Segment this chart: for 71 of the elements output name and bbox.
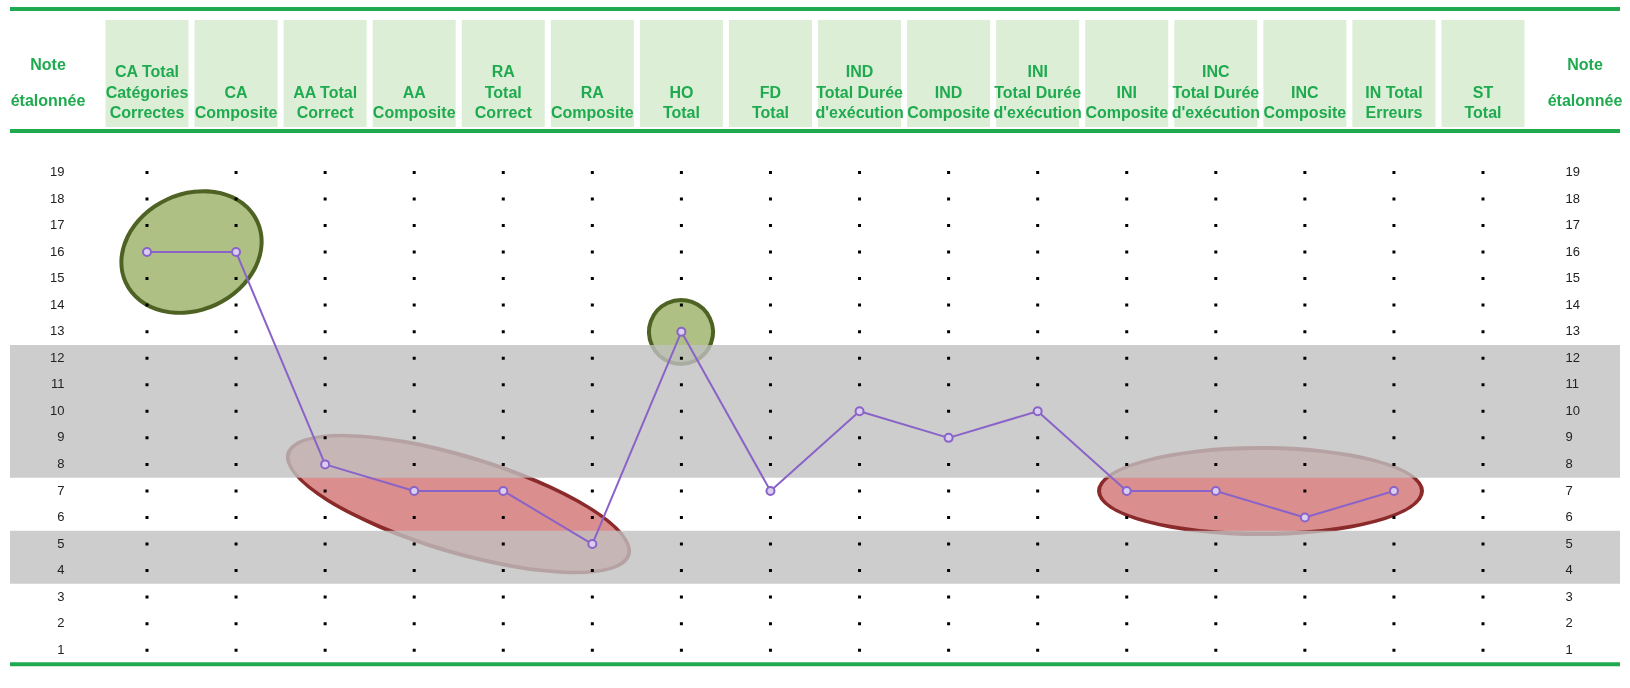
y2-tick-label: 5 (1565, 535, 1573, 551)
point (498, 485, 509, 496)
y2-tick-label: 19 (1565, 163, 1581, 179)
x-tick-label: INC Total Durée d'exécution (1171, 62, 1260, 122)
x-tick-label: RA Composite (551, 83, 634, 122)
x-tick-label: AA Composite (372, 83, 456, 122)
y2-tick-label: 1 (1565, 641, 1573, 657)
x-tick-label: IND Composite (907, 83, 991, 122)
y-tick-label: 11 (50, 376, 65, 392)
point (141, 247, 152, 258)
point (1299, 512, 1310, 523)
y2-tick-label: 11 (1565, 376, 1580, 392)
y-tick-label: 16 (49, 243, 65, 259)
x-tick-label: IND Total Durée d'exécution (815, 62, 904, 122)
y2-tick-label: 4 (1565, 562, 1573, 578)
x-tick-label: HO Total (662, 83, 700, 122)
y-tick-label: 2 (57, 615, 65, 631)
point (231, 247, 242, 258)
y-tick-label: 7 (57, 482, 65, 498)
x-tick-label: CA Total Catégories Correctes (105, 62, 189, 122)
y-tick-label: 6 (57, 509, 65, 525)
point (1210, 485, 1221, 496)
point (676, 326, 687, 337)
y-tick-label: 9 (57, 429, 65, 445)
y-tick-label: 1 (57, 641, 65, 657)
y-tick-label: 15 (49, 270, 65, 286)
y-tick-label: 19 (49, 163, 65, 179)
x-tick-label: INI Total Durée d'exécution (993, 62, 1082, 122)
point (1121, 485, 1132, 496)
point (943, 432, 954, 443)
point (1388, 485, 1399, 496)
x-tick-label: ST Total (1464, 83, 1502, 122)
y-tick-label: 18 (49, 190, 65, 206)
y2-tick-label: 2 (1565, 615, 1573, 631)
point (765, 485, 776, 496)
y2-tick-label: 6 (1565, 509, 1573, 525)
y-tick-label: 14 (49, 296, 65, 312)
y-tick-label: 12 (49, 349, 65, 365)
y2-tick-label: 10 (1565, 402, 1581, 418)
y2-tick-label: 12 (1565, 349, 1581, 365)
y2-tick-label: 9 (1565, 429, 1573, 445)
y2-tick-label: 14 (1565, 296, 1581, 312)
point (320, 459, 331, 470)
point (409, 485, 420, 496)
y2-tick-label: 3 (1565, 588, 1573, 604)
y-tick-label: 17 (49, 217, 65, 233)
y-axis-title: Note étalonnée (10, 56, 86, 110)
y2-tick-label: 8 (1565, 455, 1573, 471)
y-tick-label: 13 (49, 323, 65, 339)
y-tick-label: 8 (57, 455, 65, 471)
y2-axis-title: Note étalonnée (1547, 56, 1623, 110)
x-tick-label: INC Composite (1263, 83, 1347, 122)
y2-tick-label: 13 (1565, 323, 1581, 339)
y-tick-label: 4 (57, 562, 65, 578)
y2-tick-label: 7 (1565, 482, 1573, 498)
point (854, 406, 865, 417)
x-tick-label: RA Total Correct (474, 62, 533, 122)
x-tick-label: CA Composite (194, 83, 278, 122)
y-tick-label: 10 (49, 402, 65, 418)
x-tick-label: IN Total Erreurs (1365, 83, 1423, 122)
y-tick-label: 5 (57, 535, 65, 551)
y-tick-label: 3 (57, 588, 65, 604)
x-tick-label: AA Total Correct (293, 83, 358, 122)
y2-tick-label: 15 (1565, 270, 1581, 286)
point (1032, 406, 1043, 417)
x-tick-label: FD Total (751, 83, 789, 122)
x-tick-label: INI Composite (1085, 83, 1169, 122)
y2-tick-label: 18 (1565, 190, 1581, 206)
y2-tick-label: 17 (1565, 217, 1581, 233)
y2-tick-label: 16 (1565, 243, 1581, 259)
point (587, 539, 598, 550)
